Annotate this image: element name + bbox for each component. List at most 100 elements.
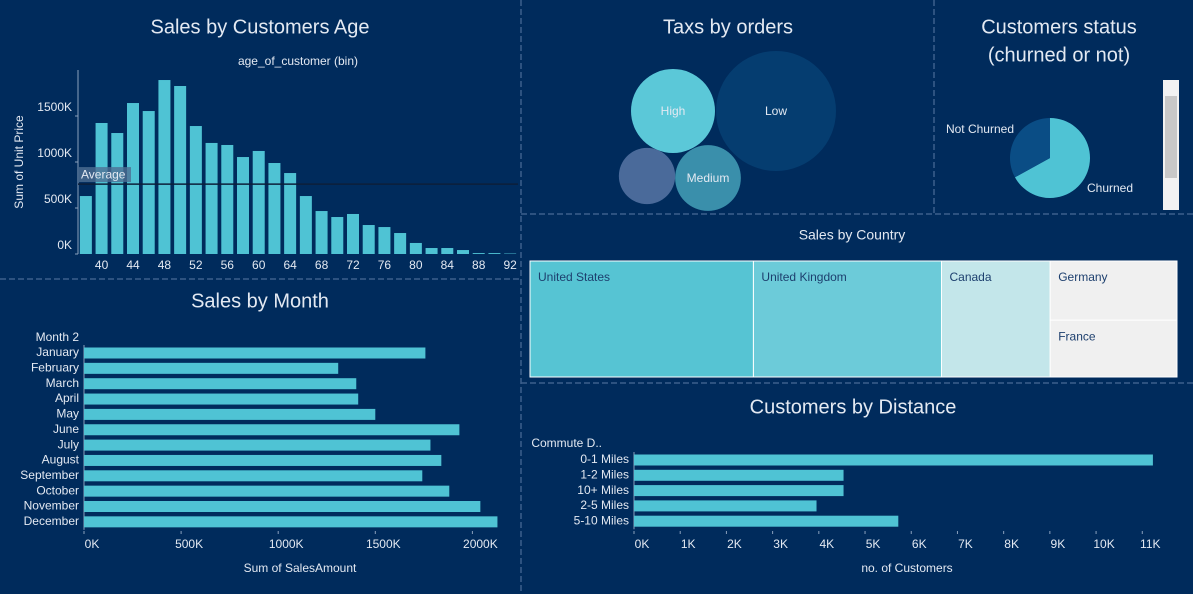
y-tick-label: October: [36, 483, 79, 497]
x-tick-label: 0K: [635, 537, 650, 551]
bar: [252, 150, 265, 254]
y-tick-label: 2-5 Miles: [580, 498, 629, 512]
bar: [84, 393, 359, 405]
bubble: [675, 145, 741, 211]
y-tick-label: 500K: [44, 192, 72, 206]
bar: [634, 515, 899, 527]
x-tick-label: 92: [503, 258, 517, 272]
bar: [488, 253, 501, 254]
x-tick-label: 8K: [1004, 537, 1019, 551]
bar: [84, 362, 339, 374]
bubble: [618, 147, 676, 205]
bubble-label: High: [661, 104, 686, 118]
x-tick-label: 60: [252, 258, 266, 272]
y-tick-label: July: [58, 437, 79, 451]
y-tick-label: 0K: [57, 238, 72, 252]
bubble-label: Low: [765, 104, 787, 118]
x-tick-label: 0K: [85, 537, 100, 551]
x-tick-label: 64: [283, 258, 297, 272]
bar: [142, 111, 155, 254]
bar: [221, 144, 234, 254]
bar: [95, 122, 108, 254]
bar: [127, 103, 139, 254]
bar: [472, 253, 485, 254]
bar: [457, 250, 469, 254]
y-tick-label: 5-10 Miles: [574, 513, 629, 527]
y-tick-label: May: [56, 407, 79, 421]
x-tick-label: 4K: [819, 537, 834, 551]
x-tick-label: 10K: [1093, 537, 1114, 551]
row-header: Commute D..: [531, 436, 602, 450]
bar: [634, 485, 844, 497]
x-tick-label: 76: [378, 258, 392, 272]
treemap-label: Canada: [949, 270, 991, 284]
x-tick-label: 5K: [866, 537, 881, 551]
bar: [158, 80, 171, 254]
bar: [84, 470, 423, 482]
bar: [237, 157, 249, 254]
x-tick-label: 44: [126, 258, 140, 272]
x-tick-label: 68: [315, 258, 329, 272]
bar: [634, 500, 817, 512]
bubble: [631, 69, 715, 153]
bar: [111, 133, 124, 254]
x-tick-label: 500K: [175, 537, 203, 551]
y-tick-label: August: [42, 453, 80, 467]
y-tick-label: 1-2 Miles: [580, 467, 629, 481]
y-tick-label: March: [46, 376, 79, 390]
bar: [441, 248, 454, 254]
pie-slice: [1014, 118, 1091, 199]
bar: [84, 485, 450, 497]
x-tick-label: 7K: [958, 537, 973, 551]
bar: [84, 378, 357, 390]
chart-title: Customers by Distance: [750, 396, 957, 418]
x-tick-label: 88: [472, 258, 486, 272]
x-tick-label: 80: [409, 258, 423, 272]
bar: [84, 454, 442, 466]
bar: [378, 227, 391, 254]
treemap-label: France: [1058, 329, 1096, 343]
bar: [84, 439, 431, 451]
x-tick-label: 9K: [1051, 537, 1066, 551]
bar: [84, 424, 460, 436]
chart-title: Sales by Customers Age: [151, 16, 370, 38]
scrollbar-thumb[interactable]: [1165, 96, 1177, 178]
pie-label: Not Churned: [946, 122, 1014, 136]
x-tick-label: 48: [158, 258, 172, 272]
y-tick-label: February: [31, 361, 79, 375]
pie-label: Churned: [1087, 181, 1133, 195]
y-tick-label: September: [20, 468, 79, 482]
chart-title: Sales by Month: [191, 290, 329, 312]
bar: [409, 242, 422, 254]
bar: [189, 126, 202, 254]
bar: [84, 347, 426, 359]
bar: [205, 142, 218, 254]
y-axis-title: Sum of Unit Price: [12, 115, 26, 209]
bar: [331, 217, 344, 254]
x-tick-label: 1500K: [366, 537, 401, 551]
chart-title: (churned or not): [988, 44, 1130, 66]
x-tick-label: 6K: [912, 537, 927, 551]
y-tick-label: 0-1 Miles: [580, 452, 629, 466]
y-tick-label: April: [55, 391, 79, 405]
y-tick-label: 1000K: [37, 146, 72, 160]
bar: [347, 213, 359, 254]
bar: [634, 454, 1153, 466]
bar: [284, 173, 297, 254]
chart-title: Sales by Country: [799, 227, 906, 243]
x-tick-label: 11K: [1140, 537, 1160, 551]
bar: [315, 211, 328, 254]
row-header: Month 2: [36, 330, 80, 344]
x-tick-label: 3K: [773, 537, 788, 551]
x-tick-label: 1000K: [269, 537, 304, 551]
chart-title: Taxs by orders: [663, 16, 793, 38]
bar: [299, 196, 312, 254]
treemap-cell: [752, 260, 942, 378]
treemap-label: United States: [538, 270, 610, 284]
x-tick-label: 72: [346, 258, 360, 272]
bubble-label: Medium: [687, 171, 730, 185]
bar: [84, 516, 498, 528]
chart-title: Customers status: [981, 16, 1137, 38]
x-tick-label: 56: [221, 258, 235, 272]
